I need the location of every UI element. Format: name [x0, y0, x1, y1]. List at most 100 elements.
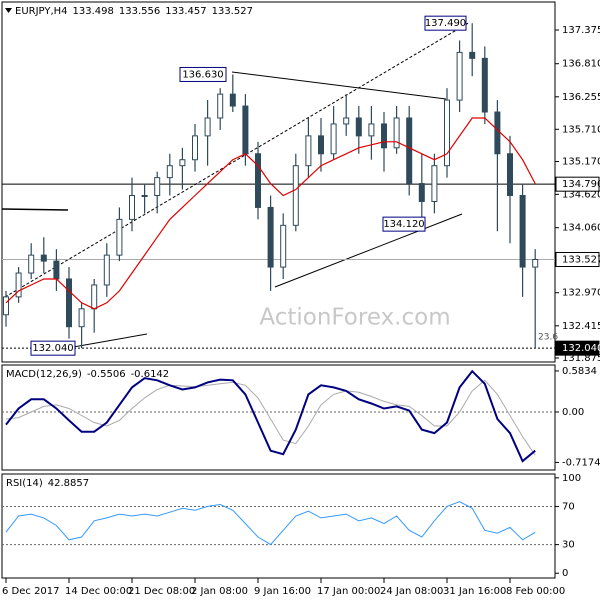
panel-header: RSI(14) 42.8857 [6, 478, 89, 489]
candle-body [280, 224, 287, 268]
x-tick-label: 14 Dec 00:00 [65, 586, 132, 597]
panel-title: MACD(12,26,9) [6, 369, 82, 380]
panel-header: MACD(12,26,9) -0.5506 -0.6142 [6, 369, 169, 380]
y-tick-label: 70 [562, 501, 575, 512]
y-tick-label: 30 [562, 540, 575, 551]
candle-body [507, 153, 513, 197]
header-value: 42.8857 [48, 478, 89, 489]
x-tick-label: 9 Jan 16:00 [254, 586, 311, 597]
candle-body [418, 183, 425, 202]
candle-body [255, 153, 261, 208]
header-value: 133.457 [165, 6, 206, 17]
candle-body [217, 93, 224, 119]
annotation-box [179, 66, 227, 82]
candle-body [204, 117, 211, 137]
y-tick-label: 135.170 [562, 157, 600, 168]
watermark: ActionForex.com [259, 305, 450, 331]
candle-body [116, 218, 123, 256]
header-value: -0.6142 [131, 369, 170, 380]
candle-body [242, 105, 249, 155]
annotation-box [30, 340, 76, 356]
y-tick-label: 136.255 [562, 92, 600, 103]
annotation: 136.630 [182, 69, 223, 80]
indicator-line [5, 369, 536, 463]
indicator-line [5, 501, 536, 546]
menu-triangle [5, 8, 12, 13]
fib-label: 23.6 [538, 333, 558, 343]
annotation: 137.490 [425, 18, 466, 29]
price-tag-box [555, 251, 600, 267]
trendline [1, 208, 69, 211]
candle-body [305, 135, 312, 167]
candle-body [519, 195, 526, 268]
annotation-box [424, 15, 467, 31]
x-tick-label: 2 Jan 08:00 [191, 586, 248, 597]
price-tag-box [555, 340, 600, 356]
indicator-line [5, 379, 536, 456]
candle-body [431, 165, 438, 202]
panel-header: EURJPY,H4 133.498 133.556 133.457 133.527 [15, 6, 253, 17]
candle-body [141, 195, 148, 198]
y-tick-label: 137.375 [562, 25, 600, 36]
candle-body [444, 99, 450, 167]
header-value: 133.556 [119, 6, 160, 17]
price-tag: 134.790 [562, 179, 600, 190]
price-panel [1, 1, 556, 363]
header-value: 133.527 [212, 6, 253, 17]
candle-body [15, 272, 22, 298]
y-tick-label: 0.5834 [562, 366, 597, 377]
candle-body [343, 117, 350, 125]
y-tick-label: 131.875 [562, 353, 600, 364]
candle-body [78, 308, 85, 328]
header-value: -0.5506 [87, 369, 126, 380]
candle-body [532, 258, 539, 268]
candle-body [292, 165, 299, 226]
y-tick-label: 135.710 [562, 124, 600, 135]
candle-body [66, 278, 72, 328]
trendline [231, 71, 447, 100]
trend-channel [4, 21, 471, 298]
annotation: 134.120 [383, 219, 424, 230]
annotation: 132.040 [32, 343, 73, 354]
y-tick-label: 136.810 [562, 59, 600, 70]
price-tag: 132.040 [562, 343, 600, 354]
annotation-box [382, 216, 426, 232]
candle-body [129, 195, 135, 220]
candle-body [91, 284, 98, 310]
header-value: 133.498 [73, 6, 114, 17]
rsi-panel [1, 473, 556, 579]
candle-body [456, 51, 463, 101]
candle-body [393, 117, 400, 149]
x-tick-label: 21 Dec 08:00 [128, 586, 195, 597]
candle-body [406, 117, 413, 185]
y-tick-label: 100 [562, 473, 581, 484]
candle-body [494, 111, 501, 155]
x-tick-label: 31 Jan 16:00 [443, 586, 506, 597]
candle-body [179, 159, 186, 167]
candle-body [154, 177, 161, 197]
y-tick-label: 134.620 [562, 189, 600, 200]
candle-body [481, 57, 488, 113]
x-tick-label: 17 Jan 00:00 [317, 586, 380, 597]
price-tag-box [555, 176, 600, 192]
candle-body [355, 117, 362, 137]
candle-body [28, 254, 35, 274]
candle-body [192, 135, 198, 161]
y-tick-label: -0.7174 [562, 457, 600, 468]
macd-panel [1, 364, 556, 471]
panel-title: RSI(14) [6, 478, 43, 489]
price-tag: 133.527 [562, 254, 600, 265]
candle-body [229, 93, 236, 107]
y-tick-label: 134.060 [562, 223, 600, 234]
y-tick-label: 0.00 [562, 407, 584, 418]
candle-body [368, 123, 375, 137]
candle-body [330, 123, 337, 155]
candle-body [267, 206, 274, 268]
x-tick-label: 6 Dec 2017 [2, 586, 60, 597]
candle-body [3, 296, 9, 316]
candle-body [40, 254, 47, 262]
candle-body [53, 260, 60, 280]
y-tick-label: 132.415 [562, 321, 600, 332]
